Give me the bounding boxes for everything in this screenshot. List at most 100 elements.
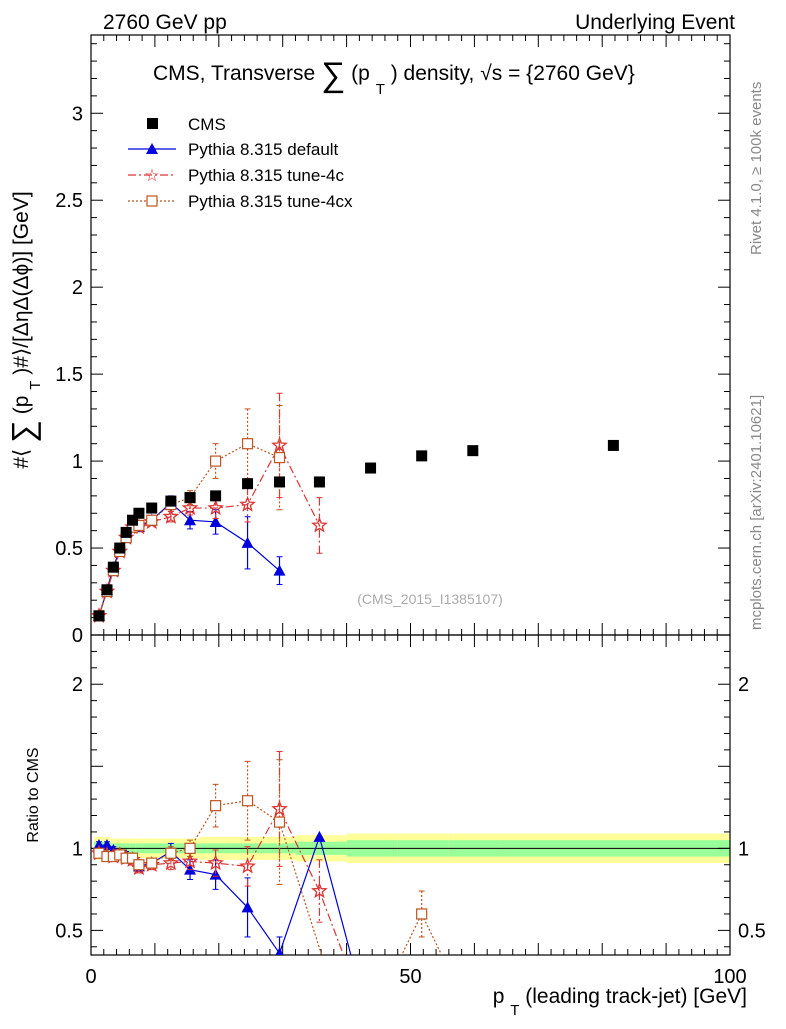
- tune4cx-marker: [273, 816, 286, 828]
- tune4c-line: [98, 807, 345, 955]
- title-sigma: ∑: [321, 56, 345, 94]
- tune4c-marker: [239, 857, 256, 874]
- default-marker: [313, 830, 326, 842]
- y-label-hash: #⟨: [10, 449, 33, 469]
- cms-marker: [467, 445, 479, 457]
- y-tick-label: 0.5: [55, 538, 83, 560]
- default-marker: [100, 839, 113, 851]
- legend-marker-default: [146, 143, 158, 154]
- tune4cx-marker: [210, 800, 222, 812]
- tune4c-marker: [239, 495, 256, 512]
- cms-marker: [274, 476, 286, 488]
- ratio-y-tick-label: 1: [72, 838, 83, 860]
- title-energy: = {2760 GeV}: [508, 62, 635, 85]
- default-marker: [241, 536, 254, 548]
- ratio-data-series: [91, 751, 443, 955]
- legend-marker-tune4cx: [146, 195, 158, 207]
- header-left: 2760 GeV pp: [103, 11, 227, 34]
- y-tick-label: 3: [72, 103, 83, 125]
- cms-marker: [184, 492, 196, 504]
- y-tick-label: 1.5: [55, 364, 83, 386]
- tune4cx-marker: [416, 908, 428, 920]
- ratio-y-tick-label: 2: [72, 674, 83, 696]
- x-tick-label: 50: [399, 966, 421, 988]
- cms-marker: [127, 514, 139, 526]
- tune4cx-marker: [241, 438, 254, 450]
- title-suffix: ) density,: [391, 62, 475, 85]
- tune4cx-marker: [241, 795, 254, 807]
- default-marker: [209, 515, 222, 527]
- header-right: Underlying Event: [575, 11, 735, 34]
- cms-marker: [416, 450, 428, 462]
- cms-marker: [365, 462, 377, 474]
- y-label-pt: (p: [10, 396, 33, 415]
- main-data-series: [91, 392, 619, 623]
- ratio-y-tick-label-right: 0.5: [738, 920, 766, 942]
- cms-marker: [242, 478, 254, 490]
- tune4c-marker: [207, 854, 224, 871]
- x-axis-label: p T (leading track-jet) [GeV]: [493, 985, 747, 1020]
- default-marker: [273, 564, 286, 576]
- legend-marker-tune4c: ☆: [144, 166, 159, 185]
- tune4c-marker: [181, 852, 199, 869]
- y-axis-label: #⟨ ∑ (p T )#⟩/[ΔηΔ(Δϕ)] [GeV]: [5, 191, 45, 468]
- tune4c-marker: [311, 516, 328, 533]
- title-prefix: CMS, Transverse: [153, 62, 315, 85]
- cms-marker: [165, 495, 177, 507]
- ratio-y-tick-label-right: 1: [738, 838, 749, 860]
- cms-marker: [120, 526, 132, 538]
- analysis-watermark: (CMS_2015_I1385107): [357, 591, 503, 607]
- tune4c-marker: [311, 882, 328, 899]
- svg-text:CMS, Transverse ∑: CMS, Transverse ∑ (p T ) density, √s = {…: [153, 56, 635, 99]
- cms-marker: [313, 476, 325, 488]
- ratio-panel-frame: [90, 634, 731, 956]
- cms-marker: [93, 610, 105, 622]
- cms-marker: [210, 490, 222, 502]
- y-tick-label: 2: [72, 277, 83, 299]
- y-label-sub: T: [27, 381, 44, 390]
- tune4cx-marker: [165, 847, 177, 859]
- x-label-rest: (leading track-jet) [GeV]: [525, 985, 747, 1008]
- tune4cx-marker: [146, 857, 158, 869]
- tune4cx-marker: [184, 842, 196, 854]
- ratio-axis-ticks: 0.5 0.5 1 1 2 2 0 50 100: [55, 635, 766, 988]
- legend-label-tune4cx: Pythia 8.315 tune-4cx: [188, 192, 353, 211]
- legend-label-default: Pythia 8.315 default: [188, 140, 339, 159]
- legend-label-tune4c: Pythia 8.315 tune-4c: [188, 166, 344, 185]
- tune4c-marker: [181, 499, 199, 516]
- y-tick-label: 1: [72, 451, 83, 473]
- tune4cx-marker: [146, 514, 158, 526]
- default-marker: [241, 901, 254, 913]
- x-tick-label: 0: [85, 966, 96, 988]
- default-marker: [209, 868, 222, 880]
- tune4cx-marker: [273, 452, 286, 464]
- tune4c-marker: [271, 436, 288, 453]
- cms-marker: [101, 584, 113, 596]
- ratio-y-axis-label: Ratio to CMS: [25, 747, 42, 842]
- y-tick-label: 2.5: [55, 190, 83, 212]
- tune4cx-marker: [210, 455, 222, 467]
- y-label-rest: )#⟩/[ΔηΔ(Δϕ)] [GeV]: [10, 191, 33, 374]
- ratio-y-tick-label: 0.5: [55, 920, 83, 942]
- title-pt: (p: [351, 62, 370, 85]
- x-label-p: p: [493, 985, 505, 1008]
- tune4cx-marker: [133, 859, 145, 871]
- legend-label-cms: CMS: [188, 115, 226, 134]
- main-panel-frame: [90, 34, 731, 636]
- cms-marker: [114, 542, 126, 554]
- cms-marker: [607, 439, 619, 451]
- ratio-y-tick-label-right: 2: [738, 674, 749, 696]
- title-pt-sub: T: [376, 81, 385, 98]
- default-marker: [184, 514, 197, 526]
- tune4c-marker: [207, 499, 224, 516]
- plot-title: CMS, Transverse ∑ (p T ) density, √s = {…: [153, 56, 635, 99]
- y-tick-label: 0: [72, 625, 83, 647]
- title-sqrt: √s: [480, 62, 502, 85]
- cms-marker: [146, 502, 158, 514]
- tune4c-marker: [162, 854, 180, 871]
- rivet-label: Rivet 4.1.0, ≥ 100k events: [748, 82, 765, 255]
- cms-marker: [133, 507, 145, 519]
- cms-marker: [107, 561, 119, 573]
- x-label-sub: T: [510, 1002, 519, 1019]
